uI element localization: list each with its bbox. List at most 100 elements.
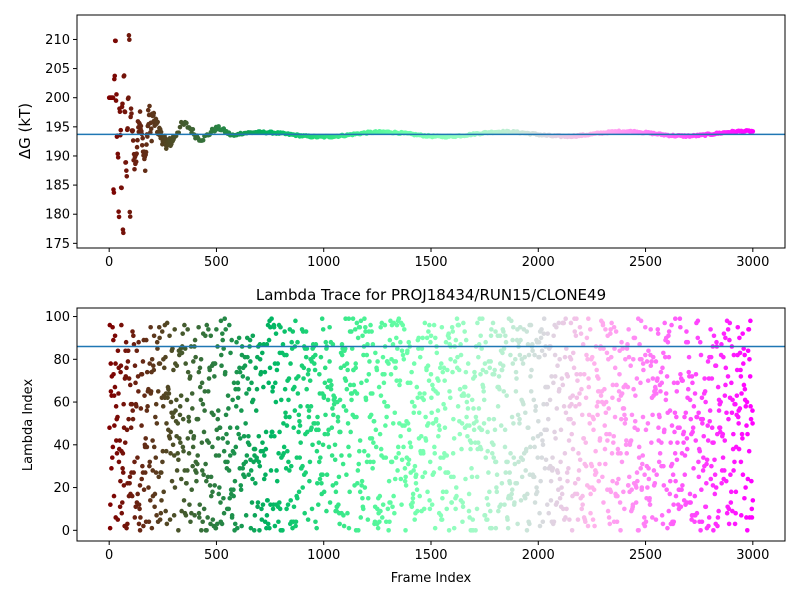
lambda-point [748,416,754,422]
lambda-point [640,361,646,366]
lambda-point [256,433,262,439]
lambda-point [560,506,566,512]
delta-g-point [138,123,144,129]
lambda-point [707,418,713,424]
lambda-point [387,519,392,525]
lambda-point [441,455,446,460]
delta-g-point [124,173,130,179]
lambda-point [432,444,437,450]
lambda-point [733,510,738,516]
lambda-point [331,412,336,418]
lambda-point [626,474,632,480]
lambda-point [622,506,627,512]
delta-g-panel: 0 500 1000 1500 2000 2500 3000 175180185190195… [16,14,786,270]
lambda-point [263,429,269,435]
lambda-point [458,352,464,358]
lambda-point [492,427,498,433]
lambda-point [442,406,448,411]
lambda-point [436,433,441,439]
lambda-point [614,480,620,486]
lambda-point [113,361,118,366]
lambda-point [120,470,126,475]
lambda-point [687,491,693,497]
lambda-point [246,386,252,392]
lambda-point [407,440,413,445]
lambda-point [269,429,275,435]
lambda-point [565,374,571,379]
lambda-point [335,418,341,424]
lambda-point [223,412,229,418]
lambda-point [497,386,502,392]
lambda-point [240,466,246,471]
lambda-point [670,472,676,478]
lambda-point [383,423,388,428]
lambda-point [398,339,403,345]
lambda-point [156,474,162,480]
lambda-point [199,528,204,533]
lambda-point [725,327,731,332]
lambda-point [376,384,382,390]
lambda-point [625,384,631,390]
lambda-point [650,412,655,418]
lambda-point [383,455,389,460]
lambda-point [508,495,514,501]
lambda-point [735,414,741,420]
lambda-point [575,378,580,383]
lambda-point [530,342,535,347]
lambda-point [733,401,738,407]
lambda-point [603,461,608,467]
lambda-point [144,408,150,413]
lambda-point [587,421,593,426]
lambda-point [669,322,674,328]
lambda-point [250,333,256,339]
lambda-point [703,504,709,510]
lambda-point [420,335,425,341]
lambda-point [111,337,116,343]
lambda-point [517,324,523,330]
lambda-point [296,489,302,495]
lambda-point [412,463,418,469]
lambda-point [198,397,204,403]
lambda-point [309,506,315,512]
lambda-point [225,393,231,398]
lambda-point [388,318,393,324]
lambda-point [243,421,248,426]
lambda-point [692,493,698,499]
lambda-point [603,327,608,332]
lambda-point [519,474,525,480]
lambda-point [163,354,168,360]
lambda-point [621,489,626,495]
lambda-point [466,393,471,398]
lambda-point [142,393,147,398]
lambda-point [608,489,614,495]
lambda-point [661,483,667,488]
lambda-point [301,365,307,371]
lambda-point [698,352,704,358]
lambda-point [185,436,191,441]
lambda-point [359,478,365,484]
lambda-point [452,359,458,364]
lambda-point [380,502,386,507]
lambda-point [232,521,238,527]
lambda-point [237,369,243,375]
lambda-point [502,502,507,507]
lambda-point [488,333,494,339]
lambda-point [298,440,303,445]
lambda-point [483,339,488,345]
lambda-point [487,365,493,371]
lambda-point [383,519,389,525]
lambda-point [353,365,358,371]
lambda-point [170,442,176,448]
lambda-point [569,528,575,533]
lambda-point [399,502,404,507]
lambda-point [400,352,406,358]
delta-g-point [122,109,128,115]
lambda-point [124,525,129,531]
lambda-point [733,489,739,495]
lambda-point [705,359,711,364]
lambda-point [344,386,350,392]
y-tick-label: 195 [45,120,70,135]
lambda-point [455,404,461,409]
lambda-point [229,337,235,343]
y-tick-label: 60 [53,396,70,411]
